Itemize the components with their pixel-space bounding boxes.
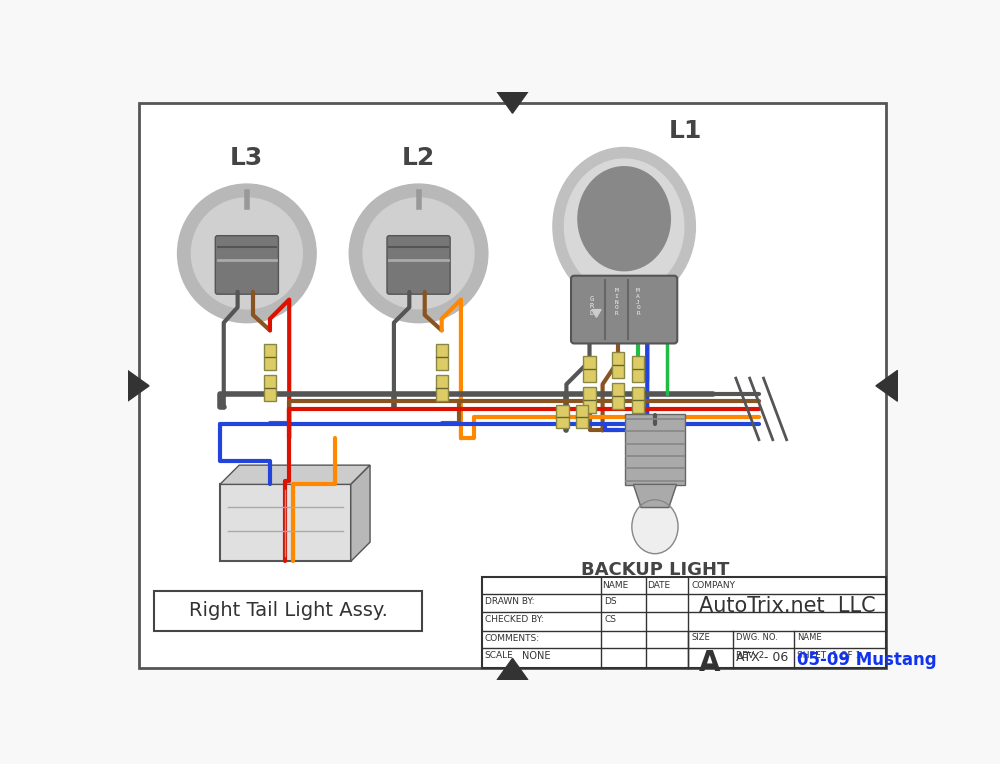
Text: DS: DS — [604, 597, 617, 606]
Text: DRAWN BY:: DRAWN BY: — [485, 597, 534, 606]
FancyBboxPatch shape — [612, 383, 624, 409]
Polygon shape — [876, 371, 898, 401]
Text: 05-09 Mustang: 05-09 Mustang — [797, 651, 937, 668]
Polygon shape — [351, 465, 370, 562]
Text: L3: L3 — [230, 146, 263, 170]
Text: A: A — [699, 649, 720, 677]
Ellipse shape — [564, 159, 684, 294]
Ellipse shape — [578, 167, 670, 270]
FancyBboxPatch shape — [632, 356, 644, 382]
Text: NAME: NAME — [603, 581, 629, 590]
Text: SIZE: SIZE — [691, 633, 710, 642]
FancyBboxPatch shape — [436, 375, 448, 401]
Polygon shape — [220, 465, 370, 484]
Text: G
R
D: G R D — [590, 296, 594, 316]
FancyBboxPatch shape — [583, 356, 596, 382]
Polygon shape — [128, 371, 149, 401]
Text: M
A
J
O
R: M A J O R — [636, 288, 640, 316]
Text: AutoTrix.net  LLC: AutoTrix.net LLC — [699, 596, 875, 616]
Text: L1: L1 — [669, 119, 702, 144]
FancyBboxPatch shape — [264, 375, 276, 401]
Text: ATX - 06: ATX - 06 — [736, 652, 788, 665]
FancyBboxPatch shape — [632, 387, 644, 413]
Text: SCALE: SCALE — [485, 651, 514, 659]
Text: CS: CS — [604, 615, 616, 624]
Text: DATE: DATE — [647, 581, 670, 590]
FancyBboxPatch shape — [215, 235, 278, 294]
Polygon shape — [497, 659, 528, 680]
FancyBboxPatch shape — [571, 276, 677, 344]
Text: COMMENTS:: COMMENTS: — [485, 634, 540, 643]
Text: L2: L2 — [402, 146, 435, 170]
FancyBboxPatch shape — [556, 405, 569, 428]
Bar — [482, 577, 886, 668]
Ellipse shape — [553, 147, 695, 306]
FancyBboxPatch shape — [576, 405, 588, 428]
Polygon shape — [497, 92, 528, 113]
Text: Right Tail Light Assy.: Right Tail Light Assy. — [189, 601, 388, 620]
FancyBboxPatch shape — [625, 414, 685, 485]
Polygon shape — [220, 484, 351, 562]
Polygon shape — [592, 309, 601, 317]
Circle shape — [191, 198, 302, 309]
Circle shape — [363, 198, 474, 309]
Text: REV. 2: REV. 2 — [736, 651, 764, 659]
FancyBboxPatch shape — [583, 387, 596, 413]
Bar — [154, 591, 422, 630]
FancyBboxPatch shape — [264, 345, 276, 371]
Text: M
I
N
O
R: M I N O R — [615, 288, 618, 316]
Text: CHECKED BY:: CHECKED BY: — [485, 615, 544, 624]
Polygon shape — [633, 484, 677, 507]
Text: SHEET  1 OF 1: SHEET 1 OF 1 — [797, 651, 862, 659]
Text: DWG. NO.: DWG. NO. — [736, 633, 778, 642]
FancyBboxPatch shape — [436, 345, 448, 371]
FancyBboxPatch shape — [612, 352, 624, 378]
Text: COMPANY: COMPANY — [691, 581, 735, 590]
Circle shape — [178, 184, 316, 322]
Text: NONE: NONE — [522, 651, 550, 661]
Text: NAME: NAME — [797, 633, 822, 642]
FancyBboxPatch shape — [387, 235, 450, 294]
Ellipse shape — [632, 500, 678, 554]
Text: BACKUP LIGHT: BACKUP LIGHT — [581, 562, 729, 579]
Circle shape — [349, 184, 488, 322]
